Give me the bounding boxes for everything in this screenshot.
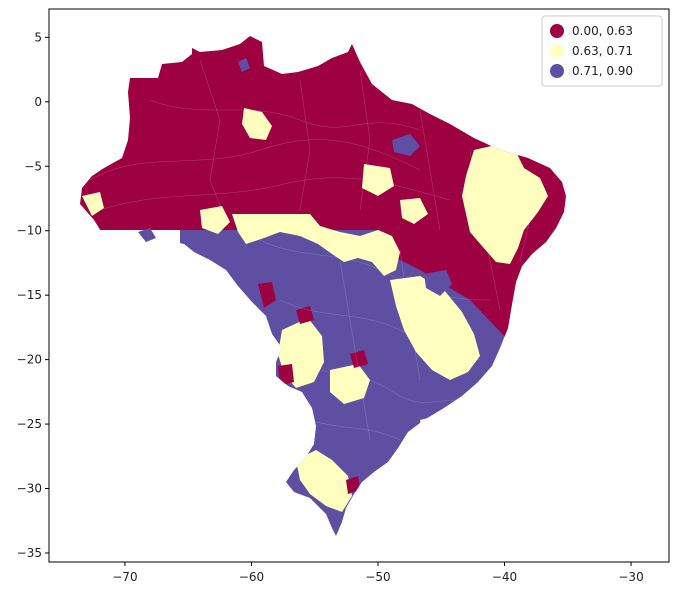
patch-red-4 bbox=[346, 476, 360, 494]
patch-blue-1 bbox=[392, 134, 420, 156]
x-tick-label: −50 bbox=[365, 570, 390, 584]
patch-yellow-8 bbox=[362, 164, 394, 196]
y-tick-label: −35 bbox=[17, 546, 42, 560]
patch-yellow-4 bbox=[462, 144, 548, 264]
legend-label: 0.63, 0.71 bbox=[572, 44, 633, 58]
municipal-boundaries bbox=[89, 59, 531, 511]
legend: 0.00, 0.63 0.63, 0.71 0.71, 0.90 bbox=[541, 15, 663, 87]
legend-swatch bbox=[550, 64, 564, 78]
patch-yellow-7 bbox=[330, 364, 370, 404]
patch-yellow-6 bbox=[296, 450, 352, 512]
y-tick-label: 5 bbox=[34, 30, 42, 44]
x-tick-label: −60 bbox=[239, 570, 264, 584]
y-tick-label: −10 bbox=[17, 224, 42, 238]
y-tick-label: 0 bbox=[34, 95, 42, 109]
x-axis: −70 −60 −50 −40 −30 bbox=[112, 562, 644, 584]
patch-yellow-1 bbox=[232, 214, 400, 276]
patch-yellow-12 bbox=[400, 198, 428, 224]
legend-label: 0.00, 0.63 bbox=[572, 24, 633, 38]
patch-yellow-3 bbox=[242, 108, 272, 140]
patch-yellow-11 bbox=[82, 192, 104, 216]
y-tick-label: −20 bbox=[17, 353, 42, 367]
x-tick-label: −40 bbox=[492, 570, 517, 584]
patch-blue-3 bbox=[138, 228, 156, 242]
y-tick-label: −30 bbox=[17, 482, 42, 496]
patch-red-5 bbox=[350, 350, 368, 368]
legend-swatch bbox=[550, 24, 564, 38]
patch-red-3 bbox=[296, 306, 314, 324]
x-tick-label: −70 bbox=[112, 570, 137, 584]
legend-label: 0.71, 0.90 bbox=[572, 64, 633, 78]
x-tick-label: −30 bbox=[618, 570, 643, 584]
patch-red-1 bbox=[258, 282, 276, 308]
patch-yellow-10 bbox=[200, 206, 230, 234]
legend-swatch bbox=[550, 44, 564, 58]
y-tick-label: −15 bbox=[17, 288, 42, 302]
patch-yellow-5 bbox=[390, 276, 480, 380]
y-tick-label: −25 bbox=[17, 417, 42, 431]
y-tick-label: −5 bbox=[24, 159, 42, 173]
patch-blue-2 bbox=[238, 58, 250, 72]
patch-blue-4 bbox=[424, 270, 452, 296]
legend-box bbox=[541, 15, 663, 87]
patch-red-2 bbox=[278, 364, 294, 386]
y-axis: 5 0 −5 −10 −15 −20 −25 −30 −35 bbox=[17, 30, 49, 560]
